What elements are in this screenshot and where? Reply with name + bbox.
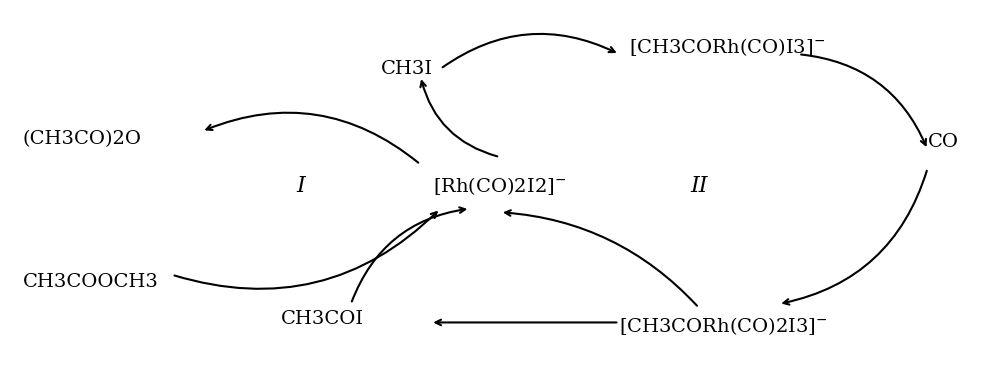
Text: CO: CO [928, 134, 959, 151]
Text: [Rh(CO)2I2]$^{-}$: [Rh(CO)2I2]$^{-}$ [433, 176, 567, 197]
Text: CH3COI: CH3COI [281, 310, 364, 328]
Text: I: I [297, 176, 305, 197]
Text: [CH3CORh(CO)2I3]$^{-}$: [CH3CORh(CO)2I3]$^{-}$ [619, 315, 828, 337]
Text: CH3I: CH3I [381, 60, 433, 78]
Text: II: II [690, 176, 708, 197]
Text: [CH3CORh(CO)I3]$^{-}$: [CH3CORh(CO)I3]$^{-}$ [629, 36, 825, 58]
Text: (CH3CO)2O: (CH3CO)2O [23, 130, 142, 148]
Text: CH3COOCH3: CH3COOCH3 [23, 273, 159, 291]
